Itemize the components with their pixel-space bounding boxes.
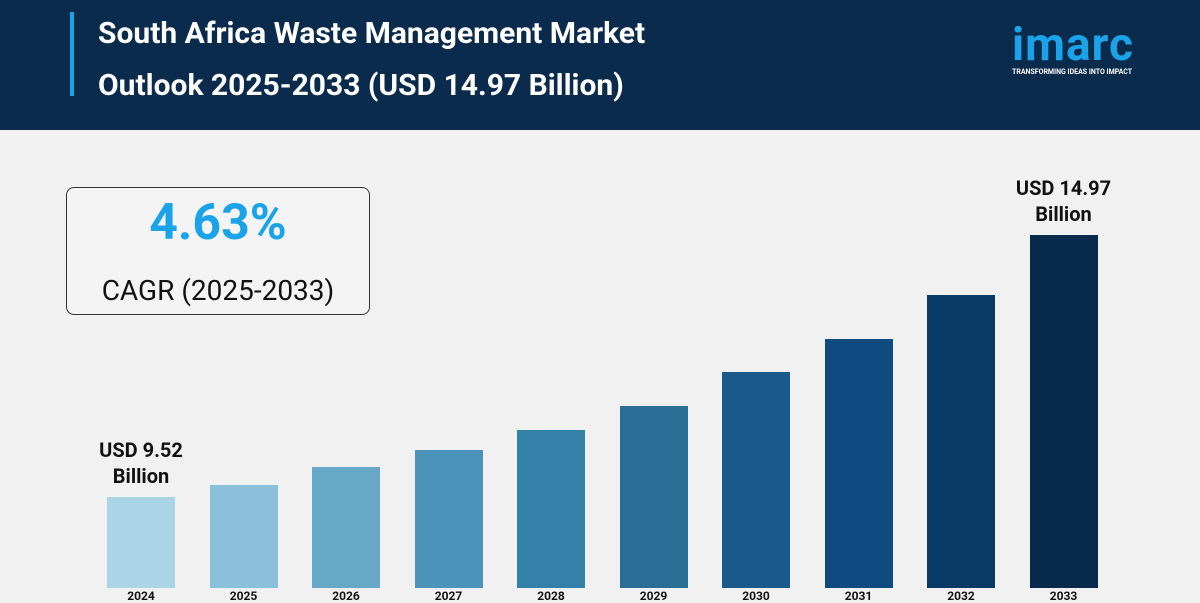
cagr-box: 4.63% CAGR (2025-2033) — [66, 187, 370, 315]
logo: imarc — [1012, 18, 1135, 72]
chart-title: South Africa Waste Management Market Out… — [98, 16, 646, 103]
cagr-label: CAGR (2025-2033) — [101, 274, 335, 307]
bar — [209, 484, 278, 588]
bar — [619, 406, 688, 588]
x-tick-label: 2027 — [434, 589, 463, 603]
bar — [312, 467, 380, 588]
bar — [107, 497, 175, 588]
tagline: TRANSFORMING IDEAS INTO IMPACT — [1012, 68, 1133, 76]
x-tick-label: 2030 — [742, 589, 770, 603]
x-tick-label: 2029 — [639, 589, 668, 603]
x-tick-label: 2025 — [229, 589, 258, 603]
x-tick-label: 2031 — [844, 589, 873, 603]
cagr-value: 4.63% — [149, 194, 287, 252]
value-label: USD 9.52 Billion — [99, 438, 183, 488]
x-tick-label: 2024 — [127, 589, 155, 603]
bar — [414, 449, 483, 588]
x-tick-label: 2033 — [1049, 589, 1078, 603]
x-tick-label: 2026 — [332, 589, 360, 603]
x-tick-label: 2028 — [537, 589, 565, 603]
bar — [927, 295, 995, 588]
value-label: USD 14.97 Billion — [1015, 176, 1112, 226]
bar — [722, 372, 790, 588]
bar — [517, 430, 585, 588]
accent-line — [70, 12, 74, 96]
bar — [1029, 235, 1098, 588]
bar — [824, 338, 893, 588]
header: South Africa Waste Management Market Out… — [0, 0, 1200, 130]
x-tick-label: 2032 — [947, 589, 975, 603]
